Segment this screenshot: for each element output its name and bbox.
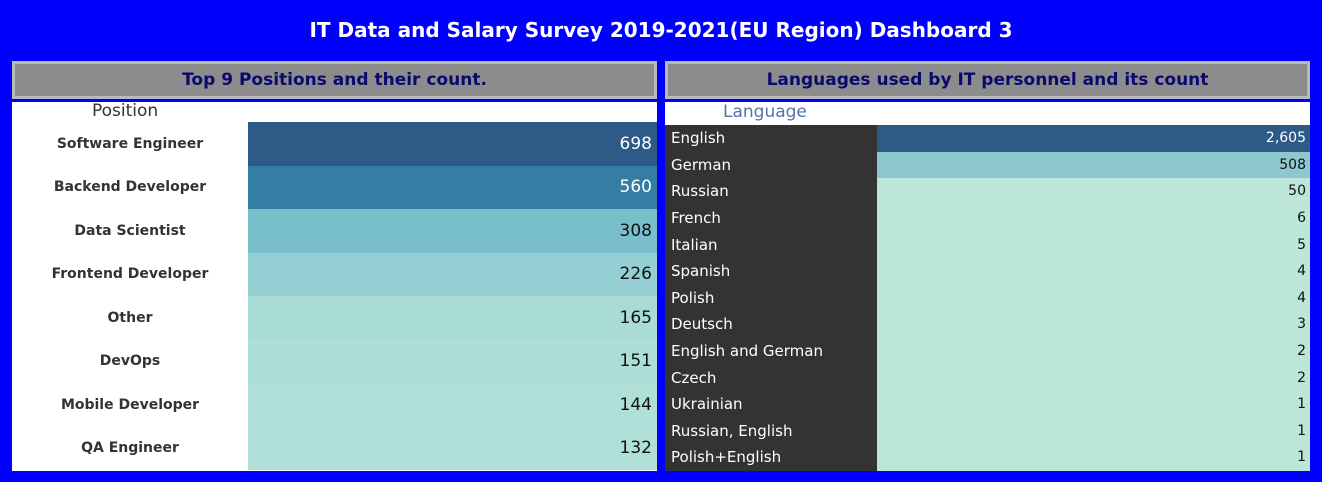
position-label: DevOps <box>99 353 161 370</box>
language-label: French <box>671 209 721 228</box>
language-label: Polish+English <box>671 448 782 467</box>
language-bar[interactable] <box>877 178 1310 205</box>
language-value-label: 5 <box>1297 236 1306 253</box>
position-value-label: 132 <box>619 438 652 459</box>
positions-chart: Position Software Engineer 698 Backend Dev… <box>12 101 657 471</box>
position-label: Frontend Developer <box>51 266 209 283</box>
language-label-column <box>665 125 877 471</box>
language-bar[interactable] <box>877 391 1310 418</box>
language-bar[interactable] <box>877 417 1310 445</box>
position-value-label: 151 <box>619 351 652 372</box>
language-bar[interactable] <box>877 284 1310 312</box>
language-label: German <box>671 155 732 174</box>
position-column-header: Position <box>92 101 159 121</box>
language-label: Spanish <box>671 262 731 281</box>
position-value-label: 308 <box>619 220 652 241</box>
position-bar[interactable] <box>248 296 657 340</box>
language-label: Czech <box>671 368 717 387</box>
language-label: Ukrainian <box>671 395 743 414</box>
languages-panel: Languages used by IT personnel and its c… <box>665 61 1310 471</box>
position-value-label: 165 <box>619 307 652 328</box>
language-value-label: 1 <box>1297 396 1306 413</box>
position-label: Backend Developer <box>53 179 207 196</box>
language-bar[interactable] <box>877 151 1310 179</box>
language-bar[interactable] <box>877 231 1310 258</box>
language-label: Russian <box>671 182 729 201</box>
language-value-label: 3 <box>1297 316 1306 333</box>
language-bar[interactable] <box>877 258 1310 285</box>
position-bar[interactable] <box>248 339 657 383</box>
languages-chart: Language English 2,605 German 508 Russian 50 F… <box>665 102 1310 471</box>
languages-panel-title: Languages used by IT personnel and its c… <box>665 61 1310 99</box>
position-label: Software Engineer <box>56 135 204 152</box>
language-value-label: 4 <box>1297 263 1306 280</box>
language-label: English <box>671 129 726 148</box>
language-label: Deutsch <box>671 315 733 334</box>
language-value-label: 1 <box>1297 422 1306 439</box>
dashboard-title: IT Data and Salary Survey 2019-2021(EU R… <box>309 18 1013 42</box>
language-label: English and German <box>671 342 823 361</box>
language-value-label: 4 <box>1297 289 1306 306</box>
language-value-label: 2 <box>1297 343 1306 360</box>
language-bar[interactable] <box>877 311 1310 338</box>
language-bar[interactable] <box>877 204 1310 232</box>
language-value-label: 50 <box>1288 183 1306 200</box>
position-label: QA Engineer <box>81 440 179 457</box>
positions-panel: Top 9 Positions and their count. Positio… <box>12 61 657 471</box>
language-bar[interactable] <box>877 364 1310 391</box>
language-bar[interactable] <box>877 444 1310 471</box>
language-column-header: Language <box>723 102 807 122</box>
positions-panel-title: Top 9 Positions and their count. <box>12 61 657 99</box>
position-label: Mobile Developer <box>60 396 200 413</box>
position-label: Other <box>107 309 153 326</box>
position-value-label: 698 <box>619 133 652 154</box>
position-bar[interactable] <box>248 252 657 296</box>
language-value-label: 508 <box>1279 156 1306 173</box>
position-bar[interactable] <box>248 426 657 470</box>
position-value-label: 226 <box>619 264 652 285</box>
language-bar[interactable] <box>877 125 1310 152</box>
position-label: Data Scientist <box>74 222 186 239</box>
position-bar[interactable] <box>248 209 657 253</box>
language-label: Polish <box>671 288 715 307</box>
language-value-label: 1 <box>1297 449 1306 466</box>
language-label: Italian <box>671 235 718 254</box>
language-value-label: 2,605 <box>1265 130 1306 147</box>
position-value-label: 144 <box>619 394 652 415</box>
position-bar[interactable] <box>248 165 657 209</box>
language-bar[interactable] <box>877 337 1310 365</box>
language-value-label: 2 <box>1297 369 1306 386</box>
language-value-label: 6 <box>1297 210 1306 227</box>
position-bar[interactable] <box>248 383 657 427</box>
language-label: Russian, English <box>671 421 793 440</box>
position-bar[interactable] <box>248 122 657 166</box>
position-value-label: 560 <box>619 177 652 198</box>
